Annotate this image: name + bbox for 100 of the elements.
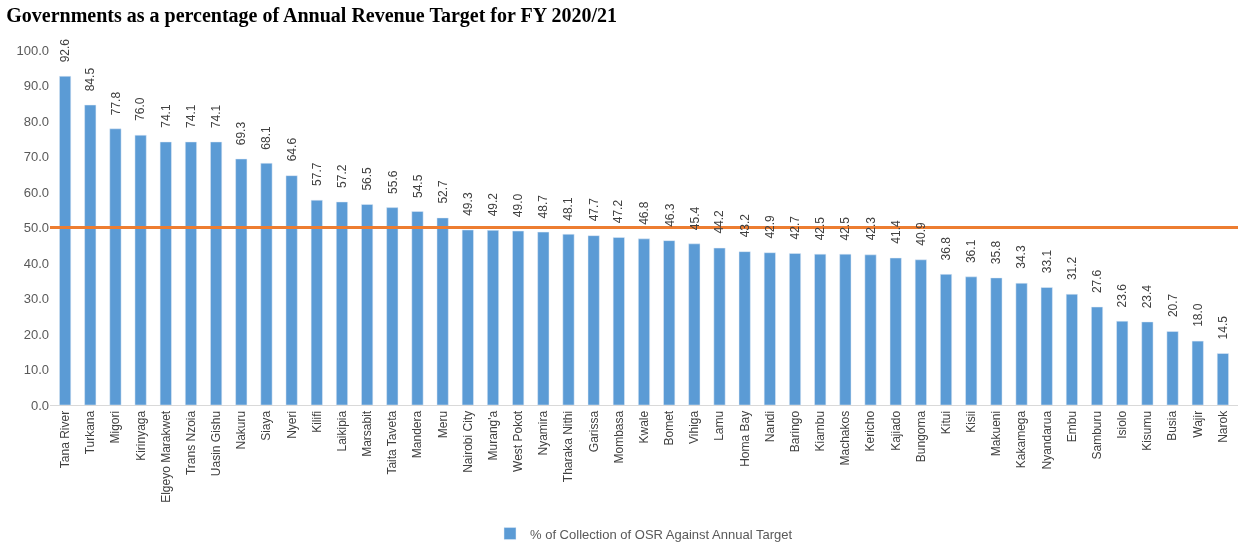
data-label: 49.3	[460, 192, 475, 216]
x-tick-label: Wajir	[1190, 410, 1205, 438]
data-label: 64.6	[284, 137, 299, 162]
data-label: 44.2	[712, 209, 727, 234]
x-tick-label: Vihiga	[687, 410, 702, 444]
bar	[1116, 320, 1129, 405]
bar	[285, 175, 298, 405]
bar	[940, 274, 952, 405]
bar	[1015, 282, 1028, 405]
x-tick-label: Nairobi City	[460, 410, 475, 473]
x-tick-label: Garissa	[586, 410, 601, 453]
data-label: 52.7	[435, 179, 450, 204]
x-tick-label: Nyamira	[536, 410, 551, 456]
data-label: 69.3	[234, 121, 249, 146]
data-label: 57.7	[309, 162, 324, 186]
bar	[59, 76, 72, 405]
y-tick-label: 80.0	[23, 113, 49, 129]
data-label: 74.1	[209, 104, 224, 129]
data-label: 35.8	[989, 240, 1004, 265]
y-tick-label: 70.0	[23, 149, 49, 165]
data-label: 40.9	[914, 221, 929, 246]
bar	[612, 237, 625, 405]
bar	[889, 257, 902, 405]
x-tick-label: Kericho	[863, 410, 878, 452]
data-label: 31.2	[1064, 256, 1079, 281]
x-tick-label: Kilifi	[309, 410, 324, 433]
bar	[789, 253, 801, 405]
data-label: 47.2	[611, 199, 626, 224]
data-label: 42.5	[813, 216, 828, 241]
bar	[587, 235, 600, 405]
data-label: 41.4	[888, 220, 903, 244]
bar	[235, 158, 248, 405]
data-label: 49.0	[511, 193, 526, 218]
bar	[1065, 293, 1078, 405]
x-tick-label: Nakuru	[234, 410, 249, 450]
x-tick-label: Makueni	[989, 410, 1004, 457]
x-tick-label: Trans Nzoia	[183, 410, 198, 476]
x-tick-label: Nandi	[762, 410, 777, 443]
data-label: 92.6	[57, 38, 72, 63]
bar	[134, 134, 147, 405]
x-tick-label: Kakamega	[1014, 410, 1029, 469]
x-tick-label: Tharaka Nithi	[561, 410, 576, 483]
data-label: 68.1	[259, 126, 274, 150]
x-tick-label: Kwale	[636, 410, 651, 444]
legend-label: % of Collection of OSR Against Annual Target	[530, 526, 793, 542]
bar	[512, 230, 525, 405]
x-tick-label: Laikipia	[334, 410, 349, 452]
data-label: 43.2	[738, 213, 753, 238]
bar	[1091, 306, 1103, 405]
bar	[1191, 340, 1204, 405]
bar	[965, 276, 978, 405]
x-tick-label: Nyeri	[284, 410, 299, 439]
bar	[310, 199, 323, 405]
data-label: 36.1	[964, 239, 979, 264]
data-label: 36.8	[938, 236, 953, 261]
x-tick-label: Isiolo	[1115, 410, 1130, 439]
data-label: 18.0	[1190, 303, 1205, 327]
x-tick-label: Homa Bay	[737, 410, 752, 467]
x-tick-label: Kajiado	[888, 410, 903, 451]
bar	[260, 163, 273, 405]
bar	[411, 211, 424, 405]
x-tick-label: Mandera	[410, 410, 425, 459]
x-tick-label: Migori	[108, 410, 123, 444]
data-label: 54.5	[410, 174, 425, 198]
bar	[487, 230, 499, 405]
bar	[84, 104, 97, 405]
x-tick-label: Murang'a	[485, 410, 500, 461]
data-label: 14.5	[1216, 315, 1231, 340]
bar	[814, 253, 827, 405]
data-label: 46.8	[637, 201, 652, 225]
y-tick-label: 60.0	[23, 184, 49, 200]
bar	[990, 277, 1003, 405]
x-tick-label: West Pokot	[511, 410, 526, 472]
x-tick-label: Bomet	[662, 410, 677, 446]
x-tick-label: Baringo	[787, 410, 802, 453]
chart-title: Governments as a percentage of Annual Revenue Target for FY 2020/21	[6, 4, 617, 28]
x-tick-label: Embu	[1064, 410, 1079, 443]
y-tick-label: 20.0	[23, 326, 49, 342]
data-label: 34.3	[1014, 245, 1029, 269]
data-label: 55.6	[385, 170, 400, 194]
x-tick-label: Mombasa	[611, 410, 626, 464]
data-label: 20.7	[1166, 293, 1181, 318]
x-tick-label: Busia	[1165, 410, 1180, 441]
x-tick-label: Uasin Gishu	[209, 410, 224, 477]
bar	[1141, 321, 1154, 405]
y-tick-label: 30.0	[23, 291, 49, 307]
bar	[109, 128, 122, 405]
bar	[537, 231, 550, 405]
bar	[185, 141, 197, 405]
data-label: 74.1	[158, 104, 173, 128]
data-label: 77.8	[108, 91, 123, 116]
data-label: 46.3	[662, 203, 677, 227]
data-label: 42.3	[863, 216, 878, 241]
data-label: 42.7	[787, 215, 802, 240]
x-tick-label: Turkana	[83, 410, 98, 455]
bar	[210, 141, 223, 405]
x-tick-label: Marsabit	[360, 410, 375, 457]
bar	[159, 141, 172, 405]
x-tick-label: Siaya	[259, 410, 274, 441]
x-tick-label: Kitui	[938, 410, 953, 435]
